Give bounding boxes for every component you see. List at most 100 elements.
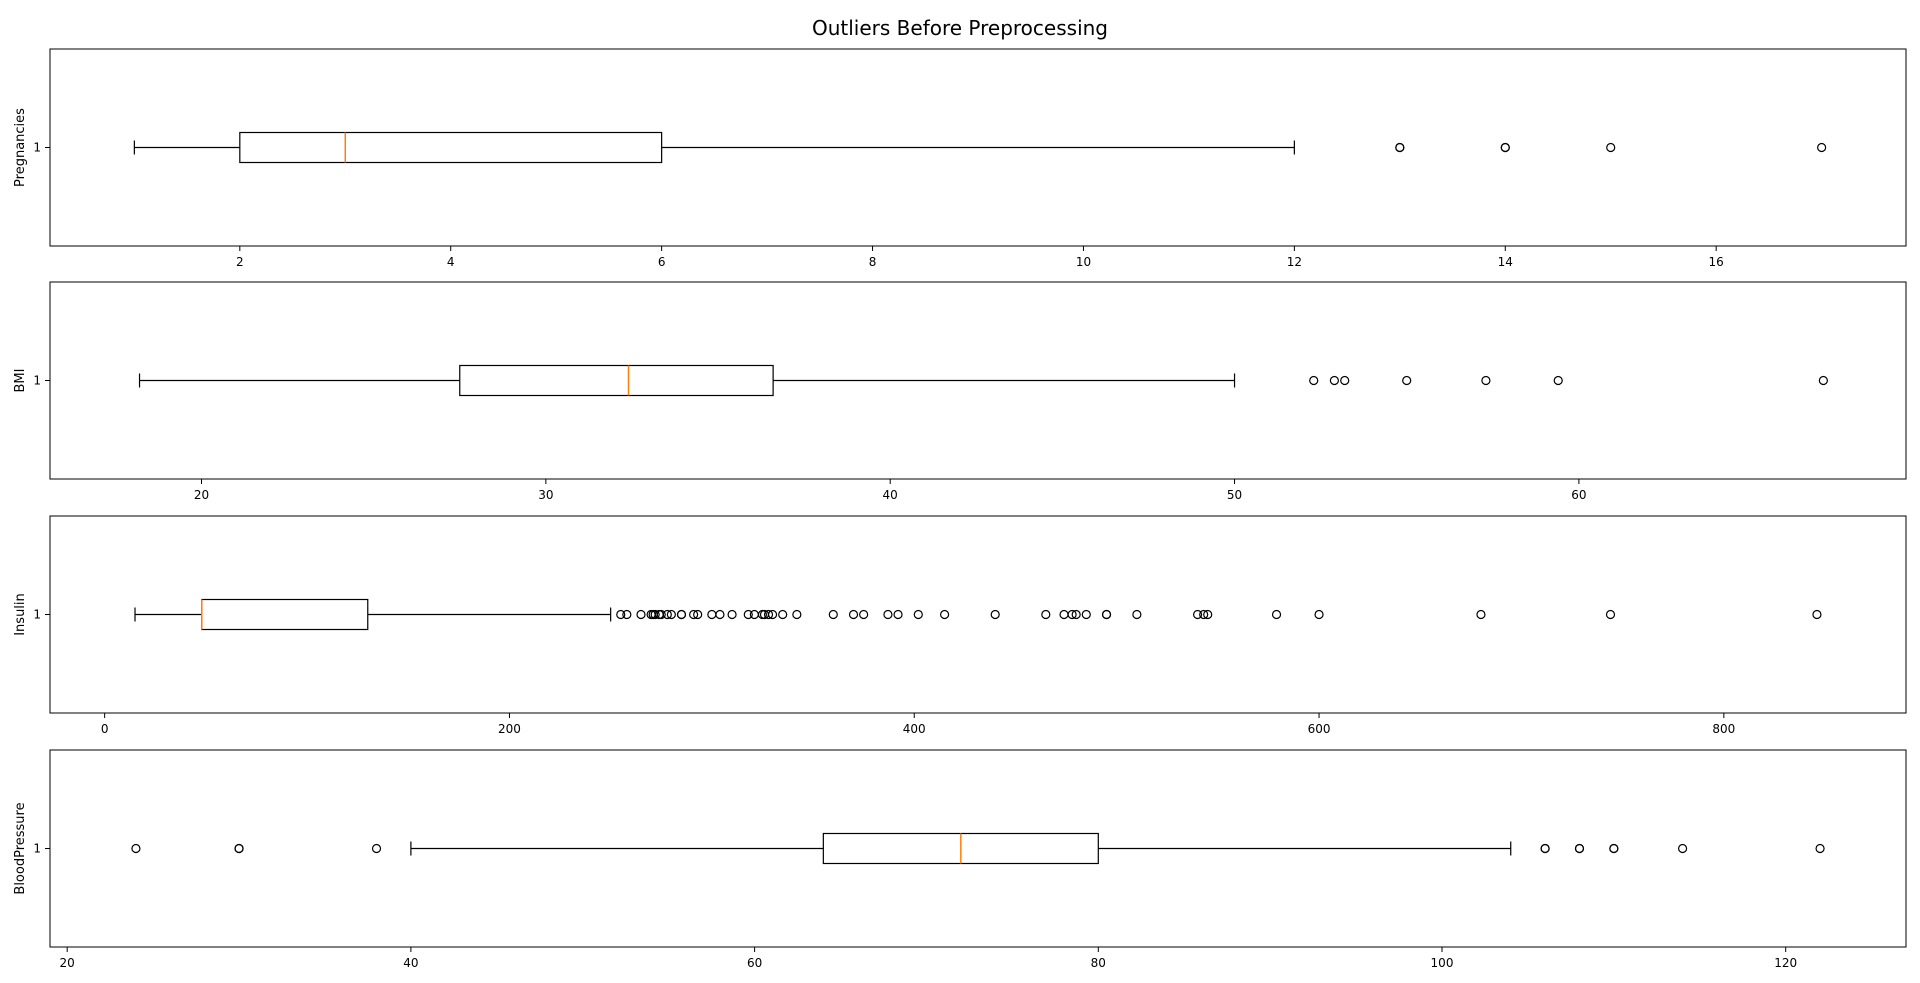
- outlier-point: [1815, 843, 1825, 854]
- outlier-point: [883, 609, 893, 620]
- outlier-point: [1309, 375, 1319, 386]
- panel-insulin: 0 200 400 600 800 1 Insulin: [13, 515, 1907, 736]
- outlier-point: [371, 843, 382, 854]
- x-tick-label: 16: [1709, 255, 1724, 269]
- outlier-point: [913, 609, 923, 620]
- x-tick-label: 40: [883, 488, 898, 502]
- outlier-point: [1071, 609, 1081, 620]
- outlier-point: [859, 609, 869, 620]
- outlier-point: [749, 609, 759, 620]
- x-tick-label: 50: [1227, 488, 1242, 502]
- x-tick-label: 10: [1076, 255, 1091, 269]
- outlier-point: [1203, 609, 1213, 620]
- axes-frame: [49, 749, 1907, 948]
- x-tick-label: 6: [658, 255, 666, 269]
- outlier-point: [1132, 609, 1142, 620]
- outlier-point: [990, 609, 1000, 620]
- outlier-point: [848, 609, 859, 620]
- y-tick-label: 1: [33, 141, 41, 155]
- outlier-point: [1481, 375, 1491, 386]
- y-tick-label: 1: [33, 608, 41, 622]
- iqr-box: [201, 598, 369, 631]
- outlier-point: [1101, 609, 1112, 620]
- outlier-point: [666, 609, 676, 620]
- iqr-box: [239, 131, 663, 164]
- x-tick-label: 8: [869, 255, 877, 269]
- outlier-point: [650, 609, 660, 620]
- outlier-point: [636, 609, 646, 620]
- outlier-point: [763, 609, 774, 620]
- outlier-point: [1041, 609, 1051, 620]
- x-tick-label: 60: [1571, 488, 1586, 502]
- outlier-point: [693, 609, 703, 620]
- outlier-point: [1609, 843, 1619, 854]
- x-tick-label: 60: [747, 956, 762, 970]
- outlier-point: [1817, 142, 1827, 153]
- outlier-point: [662, 609, 672, 620]
- x-tick-label: 20: [194, 488, 209, 502]
- panel-pregnancies: 2 4 6 8 10 12 14 16 1 Pregnancies: [13, 48, 1907, 269]
- outlier-point: [893, 609, 903, 620]
- x-tick-label: 400: [903, 722, 926, 736]
- outlier-point: [689, 609, 699, 620]
- outlier-point: [616, 609, 626, 620]
- y-tick-label: 1: [33, 842, 41, 856]
- outlier-point: [828, 609, 838, 620]
- outlier-point: [1605, 609, 1616, 620]
- outlier-point: [792, 609, 802, 620]
- outlier-point: [1500, 142, 1510, 153]
- outlier-point: [1059, 609, 1069, 620]
- outlier-point: [1193, 609, 1203, 620]
- outlier-point: [1067, 609, 1077, 620]
- x-tick-label: 120: [1774, 956, 1797, 970]
- outlier-point: [1395, 142, 1405, 153]
- outlier-point: [1271, 609, 1282, 620]
- outlier-point: [1402, 375, 1412, 386]
- x-tick-label: 2: [236, 255, 244, 269]
- outlier-point: [1081, 609, 1091, 620]
- axes-frame: [49, 515, 1907, 714]
- outlier-point: [1574, 843, 1585, 854]
- panel-bmi: 20 30 40 50 60 1 BMI: [13, 281, 1907, 502]
- outlier-point: [1812, 609, 1822, 620]
- x-tick-label: 14: [1498, 255, 1513, 269]
- x-tick-label: 0: [101, 722, 109, 736]
- iqr-box: [459, 364, 774, 397]
- x-tick-label: 100: [1431, 956, 1454, 970]
- outlier-point: [743, 609, 753, 620]
- outlier-point: [715, 609, 725, 620]
- outlier-point: [622, 609, 632, 620]
- x-tick-label: 12: [1287, 255, 1302, 269]
- outlier-point: [1314, 609, 1324, 620]
- chart-title: Outliers Before Preprocessing: [812, 16, 1108, 40]
- outlier-point: [656, 609, 666, 620]
- y-axis-label: BMI: [13, 369, 28, 393]
- panels-container: 2 4 6 8 10 12 14 16 1 Pregnancies 20 30 40 50 60 1 BMI 0 2…: [13, 48, 1907, 970]
- x-tick-label: 600: [1308, 722, 1331, 736]
- outlier-point: [1476, 609, 1486, 620]
- outlier-point: [778, 609, 788, 620]
- outlier-point: [707, 609, 717, 620]
- panel-bloodpressure: 20 40 60 80 100 120 1 BloodPressure: [13, 749, 1907, 970]
- outlier-point: [1540, 843, 1550, 854]
- outlier-point: [676, 609, 687, 620]
- outlier-point: [1553, 375, 1563, 386]
- x-tick-label: 30: [538, 488, 553, 502]
- y-axis-label: Pregnancies: [13, 108, 28, 187]
- outlier-point: [234, 843, 244, 854]
- outlier-point: [1606, 142, 1616, 153]
- x-tick-label: 80: [1091, 956, 1106, 970]
- outlier-point: [1329, 375, 1339, 386]
- outlier-point: [1818, 375, 1828, 386]
- x-tick-label: 20: [60, 956, 75, 970]
- outlier-point: [131, 843, 141, 854]
- outlier-point: [1677, 843, 1688, 854]
- x-tick-label: 200: [498, 722, 521, 736]
- outlier-point: [1199, 609, 1209, 620]
- y-axis-label: Insulin: [13, 593, 28, 636]
- y-axis-label: BloodPressure: [13, 802, 28, 894]
- x-tick-label: 40: [403, 956, 418, 970]
- outlier-point: [940, 609, 950, 620]
- x-tick-label: 800: [1712, 722, 1735, 736]
